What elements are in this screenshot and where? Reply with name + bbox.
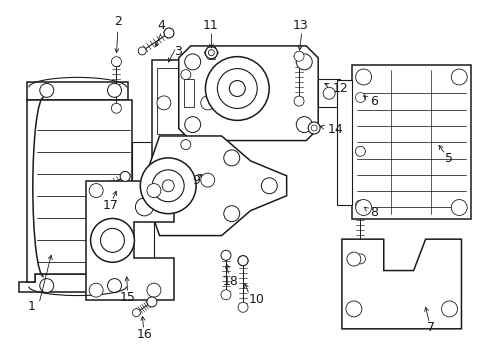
Circle shape [40,84,54,97]
Circle shape [40,279,54,293]
Circle shape [355,254,365,264]
Circle shape [201,173,214,187]
Circle shape [355,146,365,156]
Circle shape [181,69,190,80]
Circle shape [229,81,245,96]
Circle shape [135,198,153,216]
Polygon shape [142,136,286,235]
Circle shape [201,96,214,110]
Circle shape [181,194,190,204]
Text: 7: 7 [426,321,434,334]
Circle shape [157,96,170,110]
Text: 13: 13 [292,19,308,32]
Circle shape [355,93,365,103]
Circle shape [221,290,230,300]
Polygon shape [132,142,154,262]
Circle shape [296,54,311,70]
Polygon shape [19,274,136,292]
Circle shape [162,180,174,192]
Circle shape [107,84,121,97]
Circle shape [147,283,161,297]
Circle shape [450,69,466,85]
Circle shape [89,283,103,297]
Circle shape [296,117,311,132]
Circle shape [346,252,360,266]
Circle shape [307,122,320,134]
Polygon shape [27,82,128,100]
Circle shape [221,250,230,260]
Circle shape [152,170,184,202]
Text: 3: 3 [174,45,182,58]
Circle shape [441,301,457,317]
Text: 5: 5 [444,152,452,165]
Text: 6: 6 [369,95,377,108]
Circle shape [238,256,247,266]
Polygon shape [318,79,340,107]
Polygon shape [341,239,461,329]
Circle shape [184,54,200,70]
Text: 16: 16 [137,328,152,341]
Polygon shape [152,60,219,214]
Text: 1: 1 [28,300,36,313]
Circle shape [217,69,257,108]
Text: 18: 18 [223,275,238,288]
Circle shape [163,28,174,38]
Circle shape [238,302,247,312]
Polygon shape [183,79,193,107]
Polygon shape [157,156,214,206]
Circle shape [323,87,334,99]
Polygon shape [336,80,351,204]
Text: 12: 12 [331,82,347,95]
Text: 4: 4 [158,19,165,32]
Circle shape [140,158,196,214]
Circle shape [310,125,317,131]
Circle shape [157,173,170,187]
Circle shape [238,256,247,266]
Circle shape [147,297,157,307]
Circle shape [89,184,103,198]
Polygon shape [351,65,470,220]
Circle shape [111,57,121,67]
Circle shape [224,150,239,166]
Circle shape [147,184,161,198]
Circle shape [111,103,121,113]
Circle shape [224,206,239,222]
Circle shape [132,309,140,317]
Circle shape [345,301,361,317]
Text: 15: 15 [120,291,135,304]
Text: 17: 17 [102,199,118,212]
Circle shape [205,47,217,59]
Text: 11: 11 [202,19,218,32]
Circle shape [101,228,124,252]
Circle shape [261,178,277,194]
Polygon shape [27,100,132,282]
Text: 10: 10 [248,293,264,306]
Circle shape [208,50,214,56]
Text: 14: 14 [326,123,343,136]
Circle shape [107,279,121,293]
Circle shape [205,57,268,120]
Circle shape [293,96,304,106]
Circle shape [355,69,371,85]
Circle shape [355,199,371,216]
Circle shape [355,200,365,210]
Circle shape [94,187,102,195]
Circle shape [184,117,200,132]
Circle shape [450,199,466,216]
Polygon shape [179,46,318,140]
Polygon shape [157,68,214,134]
Text: 8: 8 [369,207,377,220]
Circle shape [293,51,304,61]
Circle shape [138,47,146,55]
Circle shape [181,140,190,149]
Polygon shape [86,181,174,300]
Text: 9: 9 [191,174,200,186]
Circle shape [90,219,134,262]
Circle shape [120,171,130,181]
Text: 2: 2 [114,15,122,28]
